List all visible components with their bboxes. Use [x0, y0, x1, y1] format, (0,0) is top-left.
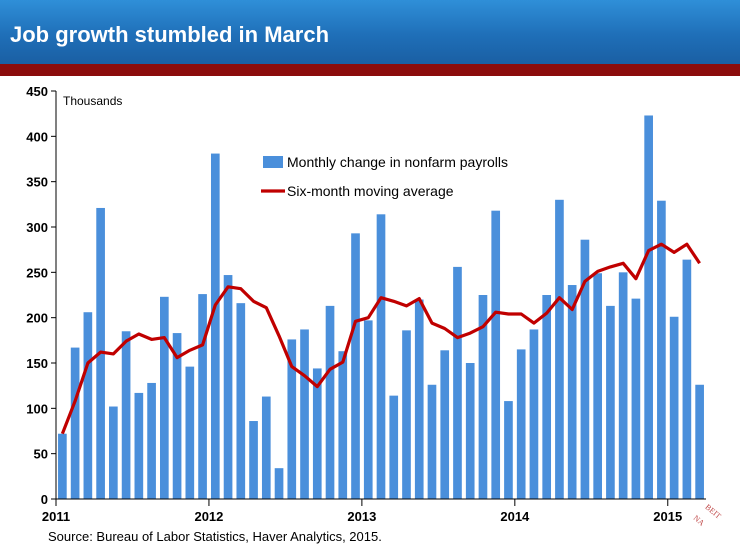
bar — [491, 210, 501, 499]
bar — [580, 239, 590, 499]
bar — [312, 368, 322, 499]
bar — [542, 295, 552, 499]
bar — [478, 295, 488, 499]
y-tick-label: 0 — [41, 492, 48, 507]
bar — [453, 266, 462, 499]
bar — [287, 339, 297, 499]
legend: Monthly change in nonfarm payrolls Six-mo… — [261, 154, 508, 199]
y-tick-label: 200 — [26, 311, 48, 326]
bar — [363, 320, 373, 499]
chart: 0 50 100 150 200 250 300 350 400 450 2011 2012 2013 2… — [26, 84, 706, 524]
bar — [440, 350, 450, 499]
bar — [414, 299, 424, 499]
y-tick-label: 250 — [26, 265, 48, 280]
bar — [504, 401, 513, 499]
bar — [529, 329, 539, 499]
bar — [223, 275, 233, 499]
bar — [351, 233, 360, 499]
bar — [325, 305, 335, 499]
bar — [631, 298, 641, 499]
bar — [402, 330, 411, 499]
bar — [160, 296, 169, 499]
source-note: Source: Bureau of Labor Statistics, Have… — [48, 529, 382, 544]
bar — [70, 347, 80, 499]
bar — [198, 294, 207, 499]
bar — [618, 272, 628, 499]
bar — [147, 382, 156, 499]
y-tick-label: 450 — [26, 84, 48, 99]
bar — [669, 316, 679, 499]
moving-average-line — [60, 242, 701, 435]
legend-swatch-bars — [263, 156, 283, 168]
bar — [465, 363, 475, 499]
bar — [644, 115, 653, 500]
bar — [236, 303, 246, 499]
y-tick-label: 350 — [26, 175, 48, 190]
x-tick-label: 2012 — [194, 509, 223, 524]
bar — [593, 273, 602, 499]
bar — [555, 199, 564, 500]
line-series — [60, 242, 701, 435]
bar — [274, 468, 284, 499]
page-title: Job growth stumbled in March — [10, 22, 330, 47]
bar — [83, 312, 93, 499]
bar — [249, 421, 258, 499]
bar — [185, 366, 195, 499]
x-tick-label: 2015 — [653, 509, 682, 524]
bar — [427, 384, 437, 499]
bar — [210, 153, 220, 499]
x-tick-label: 2011 — [42, 509, 70, 524]
fed-seal-icon: BEIT NA — [692, 503, 723, 528]
legend-label-bars: Monthly change in nonfarm payrolls — [287, 154, 508, 170]
x-tick-label: 2014 — [500, 509, 530, 524]
y-tick-label: 50 — [34, 447, 48, 462]
y-tick-label: 400 — [26, 129, 48, 144]
bar — [389, 395, 399, 499]
legend-label-line: Six-month moving average — [287, 183, 454, 199]
header-bar: Job growth stumbled in March — [0, 0, 740, 64]
bar — [695, 384, 704, 499]
bar — [606, 305, 615, 499]
unit-label: Thousands — [63, 94, 122, 108]
bar-series — [58, 115, 704, 500]
bar — [134, 392, 144, 499]
bar — [376, 214, 386, 499]
bar — [338, 351, 348, 499]
svg-text:NA: NA — [692, 513, 707, 527]
bar — [657, 200, 666, 499]
y-tick-label: 100 — [26, 401, 48, 416]
axes: 0 50 100 150 200 250 300 350 400 450 2011 2012 2013 2… — [26, 84, 706, 524]
bar — [261, 396, 271, 499]
bar — [121, 331, 131, 499]
bar — [58, 433, 67, 499]
bar — [682, 259, 692, 499]
bar — [567, 285, 577, 499]
bar — [516, 349, 526, 499]
header-accent-band — [0, 64, 740, 76]
y-tick-label: 300 — [26, 220, 48, 235]
svg-text:BEIT: BEIT — [703, 503, 722, 521]
y-tick-label: 150 — [26, 356, 48, 371]
bar — [172, 333, 182, 499]
bar — [300, 329, 309, 499]
x-tick-label: 2013 — [347, 509, 376, 524]
bar — [109, 406, 118, 499]
